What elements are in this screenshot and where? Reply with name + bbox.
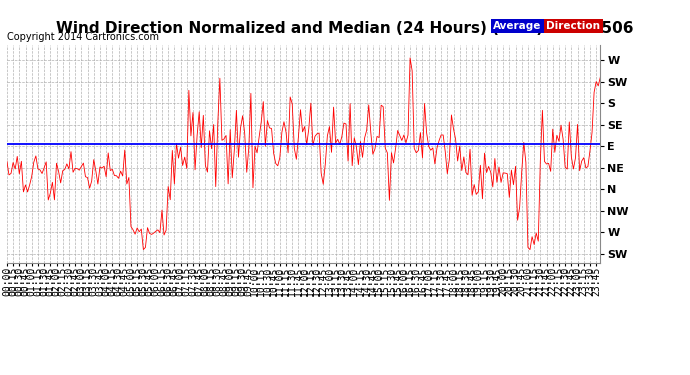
Text: Average: Average (493, 21, 542, 31)
Text: Wind Direction Normalized and Median (24 Hours) (New) 20140506: Wind Direction Normalized and Median (24… (57, 21, 633, 36)
Text: Copyright 2014 Cartronics.com: Copyright 2014 Cartronics.com (7, 32, 159, 42)
Text: Direction: Direction (546, 21, 600, 31)
